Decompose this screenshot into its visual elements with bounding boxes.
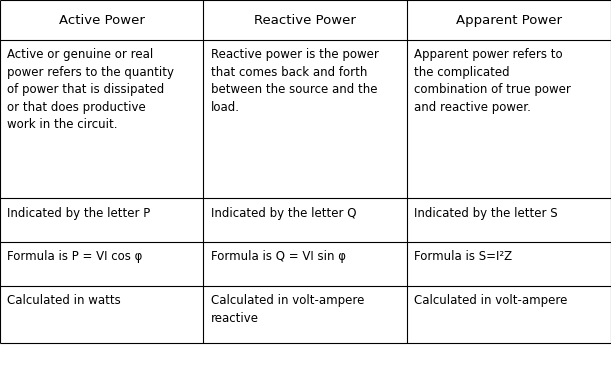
Text: Active or genuine or real
power refers to the quantity
of power that is dissipat: Active or genuine or real power refers t… xyxy=(7,48,174,131)
Text: Indicated by the letter Q: Indicated by the letter Q xyxy=(211,207,356,219)
Text: Apparent Power: Apparent Power xyxy=(456,13,562,27)
Text: Indicated by the letter P: Indicated by the letter P xyxy=(7,207,150,219)
Text: Calculated in volt-ampere: Calculated in volt-ampere xyxy=(414,294,568,307)
Text: Indicated by the letter S: Indicated by the letter S xyxy=(414,207,558,219)
Text: Formula is Q = VI sin φ: Formula is Q = VI sin φ xyxy=(211,250,346,263)
Text: Reactive power is the power
that comes back and forth
between the source and the: Reactive power is the power that comes b… xyxy=(211,48,379,114)
Text: Formula is P = VI cos φ: Formula is P = VI cos φ xyxy=(7,250,142,263)
Text: Apparent power refers to
the complicated
combination of true power
and reactive : Apparent power refers to the complicated… xyxy=(414,48,571,114)
Text: Calculated in volt-ampere
reactive: Calculated in volt-ampere reactive xyxy=(211,294,364,325)
Text: Active Power: Active Power xyxy=(59,13,145,27)
Text: Formula is S=I²Z: Formula is S=I²Z xyxy=(414,250,513,263)
Text: Reactive Power: Reactive Power xyxy=(254,13,356,27)
Text: Calculated in watts: Calculated in watts xyxy=(7,294,121,307)
